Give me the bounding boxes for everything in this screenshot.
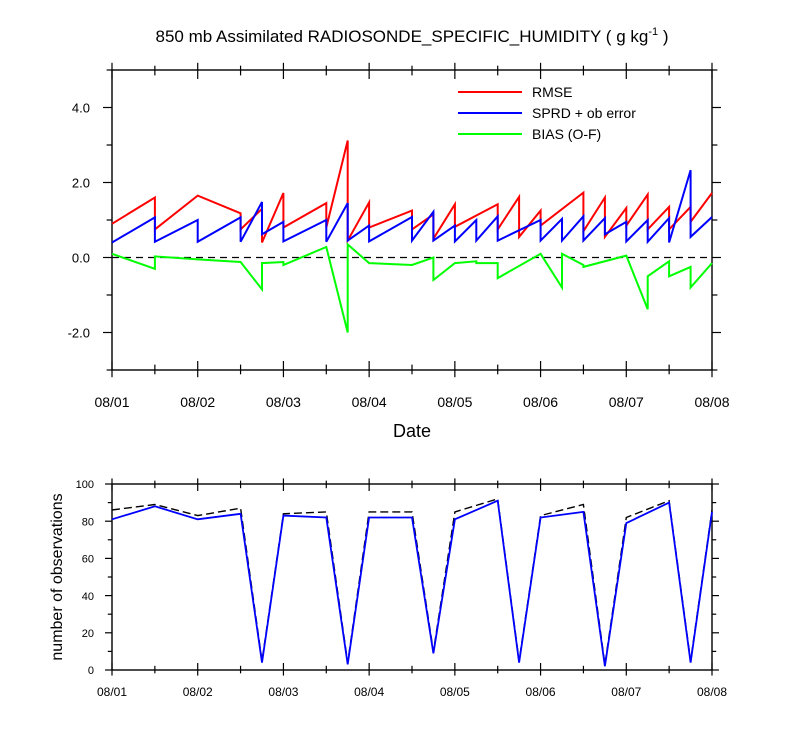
chart-title-superscript: -1 (648, 26, 658, 38)
panel1-y-tick-label: 0.0 (72, 250, 90, 265)
x-axis-label: Date (393, 421, 431, 441)
panel2-y-tick-label: 60 (82, 554, 94, 566)
legend-label-1: RMSE (532, 84, 572, 100)
panel2-x-tick-label: 08/03 (268, 685, 298, 699)
panel2-y-tick-label: 20 (82, 628, 94, 640)
legend-label-3: BIAS (O-F) (532, 126, 601, 142)
panel2-series-line-assimilated-observations (111, 499, 713, 667)
panel2-y-tick-label: 40 (82, 591, 94, 603)
panel1-x-tick-label: 08/06 (523, 394, 558, 410)
panel1-x-tick-label: 08/01 (94, 394, 129, 410)
panel1-x-tick-label: 08/02 (180, 394, 215, 410)
panel2-x-tick-label: 08/02 (183, 685, 213, 699)
panel1-y-tick-label: -2.0 (68, 325, 90, 340)
panel2-x-tick-label: 08/05 (440, 685, 470, 699)
panel1-x-tick-label: 08/08 (694, 394, 729, 410)
panel2-series-line-possible-observations (111, 497, 713, 665)
panel2-x-tick-label: 08/06 (526, 685, 556, 699)
panel2-y-tick-label: 100 (76, 479, 94, 491)
chart-title-text: 850 mb Assimilated RADIOSONDE_SPECIFIC_H… (156, 27, 649, 46)
legend-label-2: SPRD + ob error (532, 105, 636, 121)
panel2-y-tick-label: 80 (82, 516, 94, 528)
panel1-y-tick-label: 2.0 (72, 175, 90, 190)
y-axis-label-observations: number of observations (49, 493, 66, 660)
panel2-x-tick-label: 08/07 (611, 685, 641, 699)
panel1-series-line-bias-o-f (111, 242, 713, 333)
panel1-series-line-sprd-ob-error (111, 169, 713, 245)
chart-title-suffix: ) (658, 27, 668, 46)
panel2-x-tick-label: 08/01 (97, 685, 127, 699)
panel2-x-tick-label: 08/04 (354, 685, 384, 699)
chart-title: 850 mb Assimilated RADIOSONDE_SPECIFIC_H… (156, 26, 669, 46)
panel1-x-tick-label: 08/05 (437, 394, 472, 410)
panel1-x-tick-label: 08/03 (266, 394, 301, 410)
panel2-x-tick-label: 08/08 (697, 685, 727, 699)
panel2-y-tick-label: 0 (88, 665, 94, 677)
panel1-x-tick-label: 08/07 (609, 394, 644, 410)
panel1-x-tick-label: 08/04 (352, 394, 387, 410)
panel1-y-tick-label: 4.0 (72, 100, 90, 115)
